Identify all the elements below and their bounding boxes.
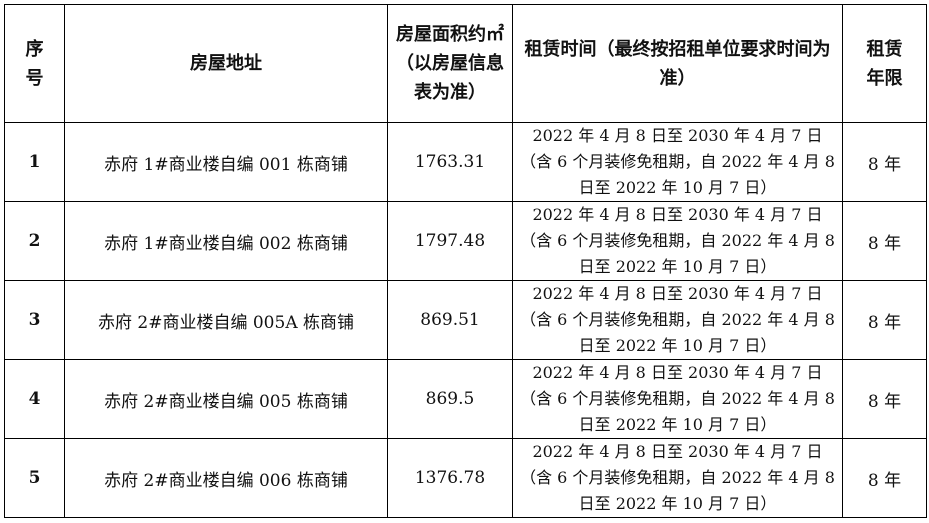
row-area: 869.5 <box>387 359 513 439</box>
row-area: 869.51 <box>387 280 513 360</box>
table-row: 4 赤府 2#商业楼自编 005 栋商铺 869.5 2022 年 4 月 8 … <box>4 359 927 439</box>
header-address: 房屋地址 <box>64 4 388 123</box>
row-lease-time: 2022 年 4 月 8 日至 2030 年 4 月 7 日（含 6 个月装修免… <box>512 438 843 518</box>
row-lease-time: 2022 年 4 月 8 日至 2030 年 4 月 7 日（含 6 个月装修免… <box>512 122 843 202</box>
header-row: 序号 房屋地址 房屋面积约㎡（以房屋信息表为准） 租赁时间（最终按招租单位要求时… <box>4 4 927 123</box>
row-term: 8 年 <box>842 359 927 439</box>
row-no: 5 <box>4 438 65 518</box>
header-lease-time: 租赁时间（最终按招租单位要求时间为准） <box>512 4 843 123</box>
header-area: 房屋面积约㎡（以房屋信息表为准） <box>387 4 513 123</box>
header-term: 租赁年限 <box>842 4 927 123</box>
row-area: 1797.48 <box>387 201 513 281</box>
row-address: 赤府 2#商业楼自编 005 栋商铺 <box>64 359 388 439</box>
table-row: 5 赤府 2#商业楼自编 006 栋商铺 1376.78 2022 年 4 月 … <box>4 438 927 518</box>
row-no: 2 <box>4 201 65 281</box>
table-row: 1 赤府 1#商业楼自编 001 栋商铺 1763.31 2022 年 4 月 … <box>4 122 927 202</box>
row-lease-time: 2022 年 4 月 8 日至 2030 年 4 月 7 日（含 6 个月装修免… <box>512 280 843 360</box>
table-row: 3 赤府 2#商业楼自编 005A 栋商铺 869.51 2022 年 4 月 … <box>4 280 927 360</box>
row-term: 8 年 <box>842 280 927 360</box>
row-term: 8 年 <box>842 201 927 281</box>
row-term: 8 年 <box>842 438 927 518</box>
table-row: 2 赤府 1#商业楼自编 002 栋商铺 1797.48 2022 年 4 月 … <box>4 201 927 281</box>
row-address: 赤府 1#商业楼自编 002 栋商铺 <box>64 201 388 281</box>
row-no: 4 <box>4 359 65 439</box>
row-area: 1376.78 <box>387 438 513 518</box>
row-term: 8 年 <box>842 122 927 202</box>
row-no: 1 <box>4 122 65 202</box>
row-address: 赤府 2#商业楼自编 005A 栋商铺 <box>64 280 388 360</box>
lease-table: 序号 房屋地址 房屋面积约㎡（以房屋信息表为准） 租赁时间（最终按招租单位要求时… <box>4 4 927 518</box>
header-no: 序号 <box>4 4 65 123</box>
row-address: 赤府 1#商业楼自编 001 栋商铺 <box>64 122 388 202</box>
row-no: 3 <box>4 280 65 360</box>
row-lease-time: 2022 年 4 月 8 日至 2030 年 4 月 7 日（含 6 个月装修免… <box>512 201 843 281</box>
row-lease-time: 2022 年 4 月 8 日至 2030 年 4 月 7 日（含 6 个月装修免… <box>512 359 843 439</box>
row-address: 赤府 2#商业楼自编 006 栋商铺 <box>64 438 388 518</box>
row-area: 1763.31 <box>387 122 513 202</box>
